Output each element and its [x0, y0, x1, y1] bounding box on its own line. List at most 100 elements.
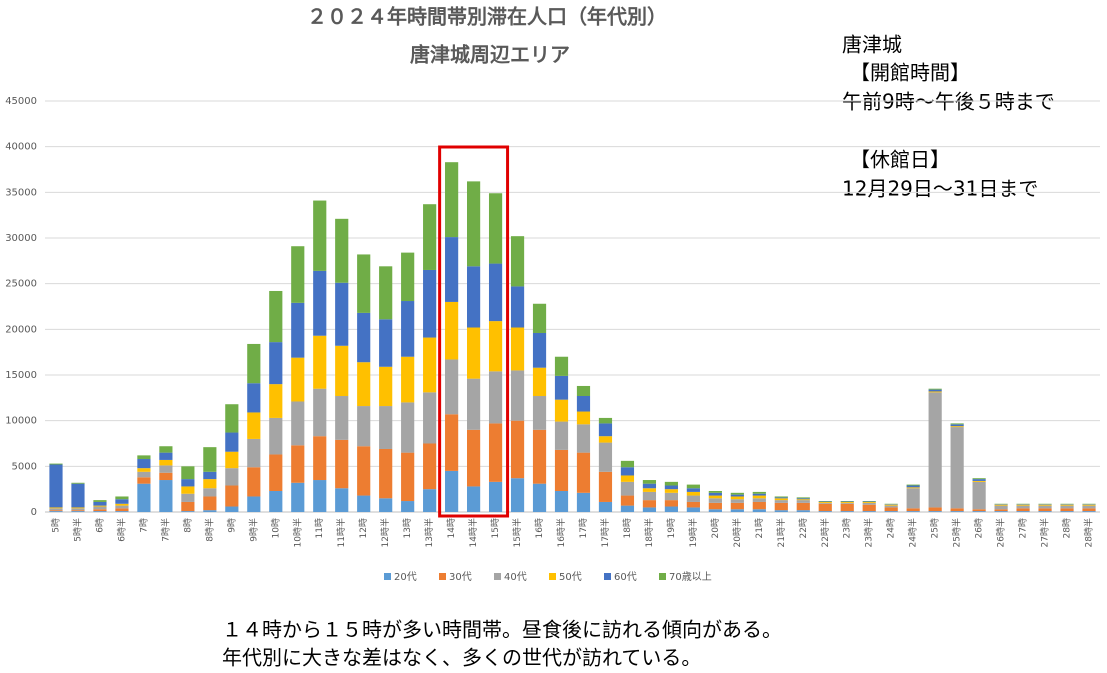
bar-segment — [49, 507, 63, 509]
bar-segment — [247, 412, 261, 439]
bar-segment — [137, 459, 151, 469]
bar-segment — [708, 498, 722, 503]
bar-segment — [115, 511, 129, 512]
bar-segment — [1038, 504, 1052, 506]
bar-segment — [71, 482, 85, 484]
bar-segment — [1082, 505, 1096, 509]
bar-segment — [532, 303, 547, 333]
bar-segment — [840, 502, 854, 504]
bar-segment — [906, 487, 920, 489]
bar-segment — [532, 483, 547, 512]
bar-segment — [1038, 508, 1052, 512]
bar-segment — [313, 480, 327, 512]
bar-segment — [335, 218, 349, 283]
x-tick-label: 25時半 — [951, 518, 963, 547]
bar-segment — [181, 501, 195, 512]
bar-segment — [928, 391, 942, 393]
bar-segment — [906, 485, 920, 488]
bar-segment — [423, 269, 437, 338]
bar-segment — [928, 389, 942, 392]
legend-label: 70歳以上 — [669, 571, 712, 583]
x-tick-label: 14時半 — [467, 518, 479, 547]
bar-segment — [972, 478, 986, 480]
bar-segment — [401, 301, 415, 357]
bar-segment — [335, 488, 349, 512]
bar-segment — [818, 511, 832, 512]
bar-segment — [488, 263, 503, 322]
bar-segment — [137, 471, 151, 478]
bar-segment — [467, 181, 481, 267]
x-tick-label: 8時 — [182, 518, 193, 533]
x-tick-label: 9時 — [226, 518, 237, 533]
bar-segment — [818, 501, 832, 503]
bar-segment — [774, 498, 788, 501]
bar-segment — [928, 388, 942, 390]
bar-segment — [159, 446, 173, 453]
bar-segment — [137, 477, 151, 484]
bar-segment — [379, 448, 393, 499]
bar-segment — [576, 492, 591, 512]
bar-segment — [313, 335, 327, 389]
bar-segment — [225, 404, 239, 433]
bar-segment — [906, 508, 920, 512]
bar-segment — [950, 427, 964, 509]
bar-segment — [730, 496, 744, 500]
x-tick-label: 6時半 — [115, 518, 127, 542]
x-tick-label: 18時 — [622, 518, 633, 538]
bar-segment — [49, 511, 63, 512]
bar-segment — [554, 399, 569, 422]
bar-segment — [554, 449, 569, 491]
x-tick-label: 10時 — [270, 518, 281, 538]
bar-segment — [642, 491, 657, 501]
bar-segment — [291, 357, 305, 402]
bar-segment — [774, 500, 788, 503]
bar-segment — [884, 511, 898, 512]
bar-segment — [1016, 505, 1030, 509]
bar-segment — [774, 510, 788, 512]
x-tick-label: 14時 — [446, 518, 457, 538]
side-note: 12月29日～31日まで — [842, 177, 1038, 201]
x-tick-label: 27時半 — [1039, 518, 1051, 547]
bar-segment — [467, 266, 481, 328]
bar-segment — [598, 436, 613, 443]
bar-segment — [247, 496, 261, 512]
bar-segment — [532, 396, 547, 430]
x-tick-label: 13時半 — [423, 518, 435, 547]
bar-segment — [49, 463, 63, 465]
bar-segment — [445, 414, 459, 471]
bar-segment — [313, 436, 327, 481]
bar-segment — [313, 388, 327, 437]
bar-segment — [467, 429, 481, 487]
bar-segment — [994, 504, 1008, 506]
bar-segment — [181, 479, 195, 487]
bar-segment — [291, 445, 305, 483]
bar-segment — [159, 472, 173, 481]
bar-segment — [796, 498, 810, 500]
bar-segment — [401, 452, 415, 502]
bar-segment — [445, 301, 459, 360]
x-tick-label: 5時半 — [71, 518, 83, 542]
bar-segment — [181, 493, 195, 502]
bar-segment — [708, 490, 722, 493]
bar-segment — [994, 505, 1008, 510]
bar-segment — [554, 356, 569, 376]
bar-segment — [950, 423, 964, 425]
bar-segment — [49, 508, 63, 511]
bar-segment — [598, 417, 613, 424]
legend-swatch — [549, 573, 556, 580]
bar-segment — [181, 486, 195, 494]
bar-segment — [796, 499, 810, 501]
bar-segment — [335, 345, 349, 397]
bar-segment — [203, 488, 217, 497]
bar-segment — [488, 321, 503, 372]
y-tick-label: 40000 — [5, 142, 37, 153]
bar-segment — [686, 488, 700, 492]
bar-segment — [774, 497, 788, 499]
bar-segment — [840, 503, 854, 512]
bar-segment — [1082, 511, 1096, 512]
bar-segment — [796, 510, 810, 512]
bar-segment — [752, 501, 766, 510]
bar-segment — [796, 497, 810, 499]
bar-segment — [71, 511, 85, 512]
